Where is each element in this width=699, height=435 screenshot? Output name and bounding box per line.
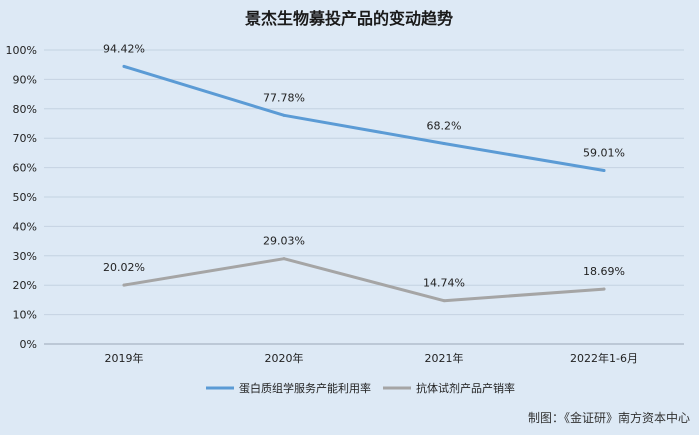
data-label: 94.42% <box>103 42 145 55</box>
source-note: 制图：《金证研》南方资本中心 <box>528 410 690 425</box>
legend-label-1: 蛋白质组学服务产能利用率 <box>239 381 371 395</box>
y-axis: 0% 10% 20% 30% 40% 50% 60% 70% 80% 90% 100% <box>6 44 37 351</box>
y-tick-label: 60% <box>13 162 37 175</box>
chart-title: 景杰生物募投产品的变动趋势 <box>245 9 453 28</box>
data-point <box>122 283 126 287</box>
series-group: 94.42% 77.78% 68.2% 59.01% 20.02% 29.03% 14.74… <box>103 42 625 303</box>
data-point <box>122 64 126 68</box>
y-tick-label: 0% <box>20 338 37 351</box>
x-tick-label: 2022年1-6月 <box>570 351 638 365</box>
data-point <box>282 113 286 117</box>
y-tick-label: 40% <box>13 220 37 233</box>
y-tick-label: 50% <box>13 191 37 204</box>
y-tick-label: 10% <box>13 309 37 322</box>
legend: 蛋白质组学服务产能利用率 抗体试剂产品产销率 <box>206 381 515 395</box>
data-label: 29.03% <box>263 235 305 248</box>
x-tick-label: 2020年 <box>265 351 304 365</box>
x-tick-label: 2021年 <box>425 351 464 365</box>
x-tick-label: 2019年 <box>105 351 144 365</box>
y-tick-label: 70% <box>13 132 37 145</box>
data-label: 18.69% <box>583 265 625 278</box>
y-tick-label: 90% <box>13 73 37 86</box>
series-line-2 <box>122 257 606 303</box>
data-point <box>602 169 606 173</box>
data-point <box>282 257 286 261</box>
data-label: 20.02% <box>103 261 145 274</box>
y-tick-label: 100% <box>6 44 37 57</box>
y-tick-label: 30% <box>13 250 37 263</box>
x-axis: 2019年 2020年 2021年 2022年1-6月 <box>105 351 638 365</box>
data-label: 68.2% <box>427 119 462 132</box>
data-label: 14.74% <box>423 277 465 290</box>
series-line-1 <box>122 64 606 172</box>
grid-lines <box>44 49 684 345</box>
y-tick-label: 80% <box>13 103 37 116</box>
data-label: 77.78% <box>263 91 305 104</box>
data-point <box>442 299 446 303</box>
data-point <box>442 141 446 145</box>
y-tick-label: 20% <box>13 279 37 292</box>
legend-label-2: 抗体试剂产品产销率 <box>416 381 515 395</box>
data-label: 59.01% <box>583 147 625 160</box>
data-point <box>602 287 606 291</box>
